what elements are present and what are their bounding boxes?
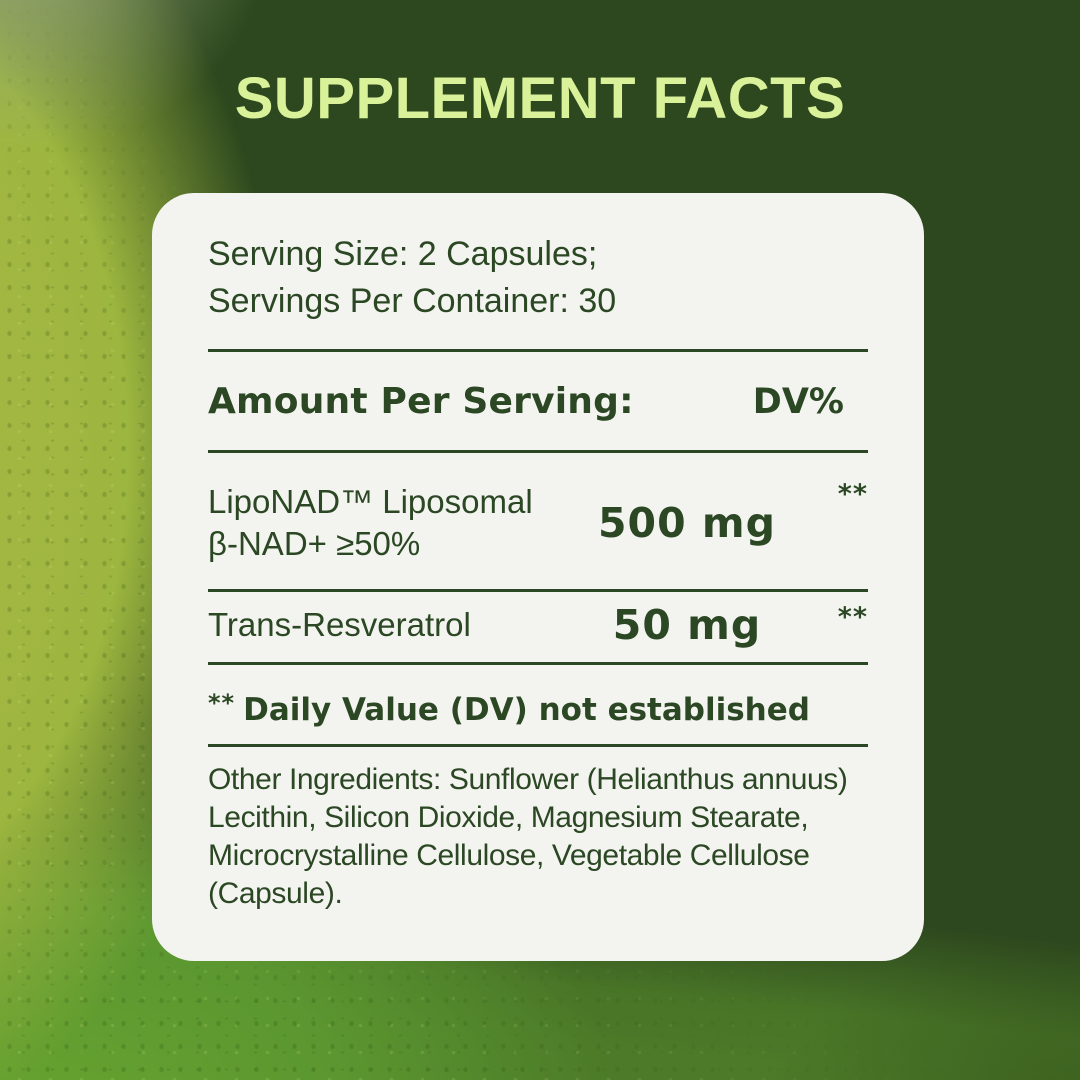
- ingredient-dv-asterisks: **: [837, 602, 868, 633]
- divider: [208, 662, 868, 665]
- ingredient-row-liponad: LipoNAD™ Liposomal β-NAD+ ≥50% 500 mg **: [208, 481, 868, 565]
- supplement-facts-panel: Serving Size: 2 Capsules; Servings Per C…: [152, 193, 924, 961]
- amount-header-row: Amount Per Serving: DV%: [208, 380, 868, 424]
- divider: [208, 589, 868, 592]
- ingredient-name-line1: Trans-Resveratrol: [208, 606, 471, 643]
- servings-per-container-text: Servings Per Container: 30: [208, 282, 617, 320]
- divider: [208, 450, 868, 453]
- divider: [208, 349, 868, 352]
- dv-percent-label: DV%: [752, 382, 844, 422]
- ingredient-amount: 500 mg: [598, 499, 776, 547]
- serving-info: Serving Size: 2 Capsules; Servings Per C…: [208, 231, 868, 325]
- ingredient-name-line2: β-NAD+ ≥50%: [208, 525, 421, 562]
- ingredient-dv-asterisks: **: [837, 479, 868, 510]
- serving-size-text: Serving Size: 2 Capsules;: [208, 235, 598, 273]
- ingredient-name: LipoNAD™ Liposomal β-NAD+ ≥50%: [208, 481, 562, 565]
- other-ingredients-text: Other Ingredients: Sunflower (Helianthus…: [208, 763, 848, 910]
- page-title: SUPPLEMENT FACTS: [234, 66, 846, 131]
- amount-per-serving-label: Amount Per Serving:: [208, 381, 634, 422]
- footnote-text: Daily Value (DV) not established: [243, 692, 810, 728]
- daily-value-footnote: ** Daily Value (DV) not established: [208, 683, 868, 730]
- ingredient-name-line1: LipoNAD™ Liposomal: [208, 483, 533, 520]
- ingredient-amount: 50 mg: [612, 601, 762, 649]
- ingredient-row-resveratrol: Trans-Resveratrol 50 mg **: [208, 604, 868, 646]
- ingredient-name: Trans-Resveratrol: [208, 604, 562, 646]
- footnote-marker: **: [208, 689, 236, 717]
- divider: [208, 744, 868, 747]
